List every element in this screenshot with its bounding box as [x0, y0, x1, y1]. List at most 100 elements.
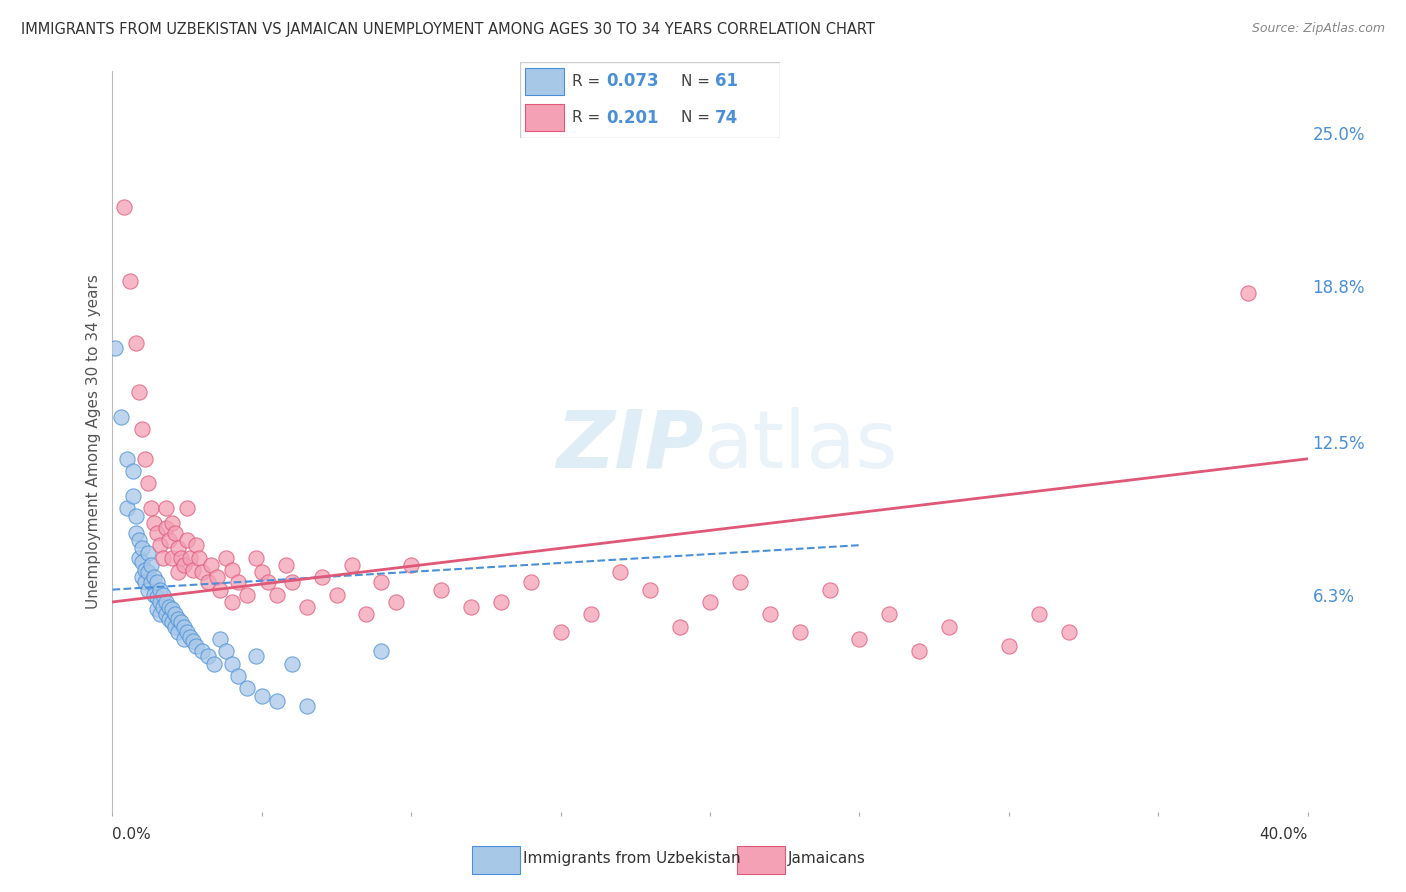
Point	[325, 588, 347, 602]
Text: ZIP: ZIP	[555, 407, 703, 485]
Point	[186, 538, 208, 552]
Text: 40.0%: 40.0%	[1260, 827, 1308, 841]
Point	[170, 550, 193, 565]
Point	[938, 620, 960, 634]
Point	[128, 533, 150, 548]
Point	[155, 607, 177, 622]
Point	[165, 607, 187, 622]
Point	[143, 588, 166, 602]
Point	[250, 566, 273, 580]
Point	[120, 274, 142, 288]
Point	[138, 546, 160, 560]
Point	[173, 632, 195, 646]
Point	[281, 657, 304, 671]
Point	[226, 669, 249, 683]
Point	[152, 599, 174, 614]
Point	[141, 501, 163, 516]
Point	[146, 590, 169, 604]
Text: 0.073: 0.073	[606, 72, 658, 90]
Point	[134, 575, 156, 590]
Text: atlas: atlas	[703, 407, 897, 485]
Point	[125, 508, 148, 523]
Point	[176, 533, 198, 548]
Point	[215, 644, 238, 658]
Point	[266, 588, 288, 602]
Point	[281, 575, 304, 590]
Point	[131, 556, 153, 570]
Point	[176, 501, 198, 516]
Point	[167, 566, 190, 580]
Point	[131, 570, 153, 584]
Point	[759, 607, 782, 622]
Point	[152, 588, 174, 602]
Point	[1057, 624, 1080, 639]
Point	[188, 550, 211, 565]
Y-axis label: Unemployment Among Ages 30 to 34 years: Unemployment Among Ages 30 to 34 years	[86, 274, 101, 609]
Text: Source: ZipAtlas.com: Source: ZipAtlas.com	[1251, 22, 1385, 36]
Point	[179, 630, 201, 644]
Point	[149, 582, 172, 597]
Point	[221, 595, 243, 609]
Point	[236, 681, 259, 696]
Point	[128, 385, 150, 400]
Point	[579, 607, 602, 622]
Point	[138, 566, 160, 580]
Point	[181, 634, 204, 648]
Point	[789, 624, 811, 639]
Point	[226, 575, 249, 590]
Point	[162, 615, 183, 629]
Point	[134, 451, 156, 466]
Point	[162, 516, 183, 530]
Point	[173, 620, 195, 634]
Point	[401, 558, 423, 572]
Point	[141, 575, 163, 590]
Point	[146, 575, 169, 590]
Point	[274, 558, 297, 572]
Point	[266, 694, 288, 708]
Text: N =: N =	[682, 74, 716, 89]
Point	[848, 632, 870, 646]
Point	[215, 550, 238, 565]
Text: N =: N =	[682, 111, 716, 125]
Point	[134, 563, 156, 577]
Point	[550, 624, 572, 639]
Point	[879, 607, 901, 622]
Point	[117, 501, 139, 516]
Text: R =: R =	[572, 74, 606, 89]
Point	[197, 575, 219, 590]
Point	[520, 575, 543, 590]
Point	[385, 595, 408, 609]
Point	[104, 341, 127, 355]
Point	[157, 599, 180, 614]
Point	[155, 595, 177, 609]
Point	[149, 538, 172, 552]
Point	[205, 570, 228, 584]
Point	[202, 657, 225, 671]
Point	[245, 649, 267, 664]
Point	[138, 582, 160, 597]
Point	[149, 607, 172, 622]
Point	[157, 612, 180, 626]
Point	[176, 624, 198, 639]
Point	[128, 550, 150, 565]
Point	[117, 451, 139, 466]
Point	[143, 516, 166, 530]
Point	[609, 566, 631, 580]
Point	[699, 595, 721, 609]
Point	[295, 698, 318, 713]
Point	[125, 525, 148, 540]
Point	[131, 422, 153, 436]
Point	[162, 550, 183, 565]
Point	[110, 409, 132, 424]
Text: 0.201: 0.201	[606, 109, 658, 127]
Text: 74: 74	[716, 109, 738, 127]
Text: Immigrants from Uzbekistan: Immigrants from Uzbekistan	[523, 851, 741, 866]
Point	[141, 558, 163, 572]
Point	[165, 525, 187, 540]
Point	[122, 464, 145, 478]
FancyBboxPatch shape	[526, 68, 564, 95]
Point	[114, 200, 135, 214]
Point	[173, 558, 195, 572]
Point	[908, 644, 931, 658]
Point	[162, 602, 183, 616]
